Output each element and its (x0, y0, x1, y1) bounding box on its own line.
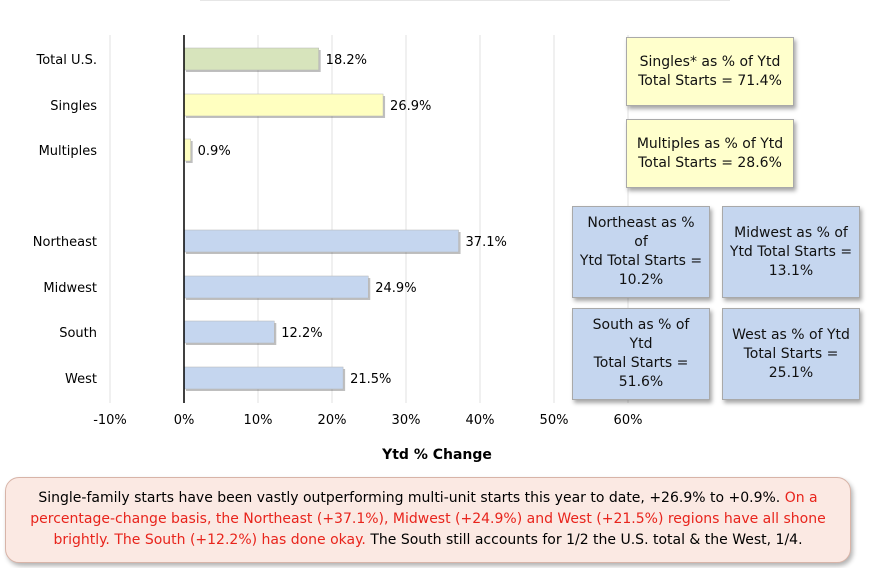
callout-line: 13.1% (768, 262, 814, 279)
bar-northeast (183, 229, 459, 253)
x-tick-label: 60% (614, 413, 643, 428)
category-label: South (59, 326, 97, 341)
callout-line: 25.1% (768, 364, 814, 381)
x-tick-label: -10% (93, 413, 127, 428)
value-label: 37.1% (466, 235, 507, 250)
callout-singles-share: Singles* as % of Ytd Total Starts = 71.4% (626, 37, 794, 106)
bar-west (183, 366, 344, 390)
bar-total-u-s (183, 47, 319, 71)
bar-singles (183, 93, 384, 117)
category-label: West (65, 372, 97, 387)
commentary-caption: Single-family starts have been vastly ou… (5, 477, 851, 563)
bar-south (183, 320, 275, 344)
callout-line: West as % of Ytd (732, 326, 850, 343)
value-label: 21.5% (350, 372, 391, 387)
callout-line: 10.2% (618, 272, 664, 288)
callout-line: Total Starts = (743, 345, 839, 362)
category-label: Total U.S. (35, 53, 97, 68)
x-tick-label: 50% (540, 413, 569, 428)
top-divider-line (200, 0, 730, 1)
category-label: Midwest (43, 281, 97, 296)
callout-multiples-share: Multiples as % of Ytd Total Starts = 28.6… (626, 119, 794, 188)
category-label: Northeast (33, 235, 97, 250)
value-label: 24.9% (375, 281, 416, 296)
x-tick-label: 30% (392, 413, 421, 428)
caption-text-black: Single-family starts have been vastly ou… (38, 490, 781, 506)
caption-text-black-end: The South still accounts for 1/2 the U.S… (370, 532, 803, 548)
callout-line: South as % of Ytd (592, 317, 690, 352)
x-tick-label: 0% (174, 413, 195, 428)
bars (183, 47, 461, 391)
value-labels: 18.2% 26.9% 0.9% 37.1% 24.9% 12.2% 21.5% (198, 53, 507, 387)
callout-south-share: South as % of Ytd Total Starts = 51.6% (572, 308, 710, 400)
value-label: 12.2% (281, 326, 322, 341)
callout-line: Ytd Total Starts = (729, 243, 853, 260)
bar-chart: Total U.S. Singles Multiples Northeast Midwe… (33, 35, 642, 463)
caption-text-red: On a percentage-change basis, the Northe… (30, 490, 826, 548)
callout-line: Ytd Total Starts = (579, 253, 703, 269)
category-label: Multiples (39, 144, 98, 159)
callout-line: Multiples as % of Ytd (636, 135, 784, 152)
value-label: 0.9% (198, 144, 231, 159)
callout-line: Midwest as % of (734, 224, 848, 241)
category-label: Singles (50, 99, 97, 114)
value-label: 26.9% (390, 99, 431, 114)
x-axis-title: Ytd % Change (381, 447, 492, 463)
value-label: 18.2% (326, 53, 367, 68)
gridlines (109, 35, 629, 403)
callout-line: Total Starts = 28.6% (638, 154, 782, 171)
x-tick-label: 20% (318, 413, 347, 428)
callout-line: Total Starts = 71.4% (638, 72, 782, 89)
callout-line: 51.6% (618, 374, 664, 390)
x-tick-labels: -10% 0% 10% 20% 30% 40% 50% 60% (93, 413, 642, 428)
category-labels: Total U.S. Singles Multiples Northeast Midwe… (33, 53, 97, 387)
x-tick-label: 40% (466, 413, 495, 428)
bar-midwest (183, 275, 369, 299)
callout-line: Total Starts = (593, 355, 689, 371)
callout-midwest-share: Midwest as % of Ytd Total Starts = 13.1% (722, 206, 860, 298)
callout-line: Singles* as % of Ytd (639, 53, 781, 70)
callout-west-share: West as % of Ytd Total Starts = 25.1% (722, 308, 860, 400)
bar-multiples (183, 138, 191, 162)
callout-northeast-share: Northeast as % of Ytd Total Starts = 10.2% (572, 206, 710, 298)
x-tick-label: 10% (244, 413, 273, 428)
callout-line: Northeast as % of (587, 215, 695, 250)
